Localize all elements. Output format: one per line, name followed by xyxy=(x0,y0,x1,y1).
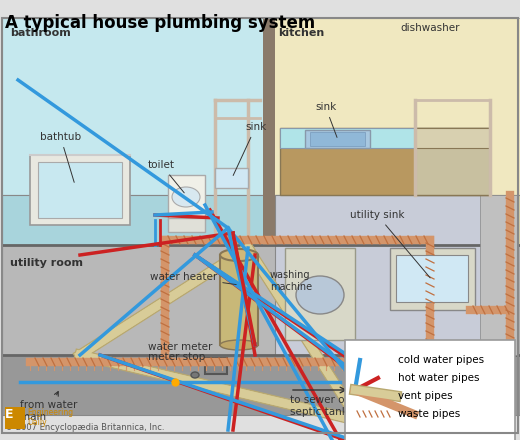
FancyBboxPatch shape xyxy=(345,340,515,440)
Text: waste pipes: waste pipes xyxy=(398,409,460,419)
Text: E: E xyxy=(5,408,14,421)
Text: bathtub: bathtub xyxy=(40,132,81,182)
Ellipse shape xyxy=(220,249,258,261)
Polygon shape xyxy=(280,128,490,195)
Polygon shape xyxy=(2,355,520,415)
Polygon shape xyxy=(265,195,520,245)
Polygon shape xyxy=(390,248,475,310)
FancyBboxPatch shape xyxy=(220,255,258,345)
Text: Engineering
Daily: Engineering Daily xyxy=(27,408,73,427)
Text: © 2007 Encyclopædia Britannica, Inc.: © 2007 Encyclopædia Britannica, Inc. xyxy=(5,423,164,432)
Ellipse shape xyxy=(191,372,199,378)
Text: utility sink: utility sink xyxy=(350,210,430,278)
Polygon shape xyxy=(275,195,490,355)
Polygon shape xyxy=(415,128,490,195)
Ellipse shape xyxy=(296,276,344,314)
Text: to sewer or
septic tank: to sewer or septic tank xyxy=(290,395,349,417)
Polygon shape xyxy=(30,155,130,225)
Polygon shape xyxy=(38,162,122,218)
Polygon shape xyxy=(305,130,370,148)
FancyBboxPatch shape xyxy=(480,195,518,355)
Polygon shape xyxy=(396,255,468,302)
Text: kitchen: kitchen xyxy=(278,28,324,38)
Text: sink: sink xyxy=(233,122,266,176)
Text: dishwasher: dishwasher xyxy=(400,23,460,33)
Text: A typical house plumbing system: A typical house plumbing system xyxy=(5,14,315,32)
Text: utility room: utility room xyxy=(10,258,83,268)
Polygon shape xyxy=(263,18,275,245)
Text: hot water pipes: hot water pipes xyxy=(398,373,479,383)
Text: vent pipes: vent pipes xyxy=(398,391,452,401)
FancyBboxPatch shape xyxy=(5,407,25,429)
Polygon shape xyxy=(280,128,490,148)
Polygon shape xyxy=(265,18,520,195)
Ellipse shape xyxy=(220,340,258,350)
Polygon shape xyxy=(310,132,365,146)
Polygon shape xyxy=(2,18,265,195)
Text: cold water pipes: cold water pipes xyxy=(398,355,484,365)
FancyBboxPatch shape xyxy=(205,358,227,374)
Text: meter stop: meter stop xyxy=(148,352,205,362)
Text: water meter: water meter xyxy=(148,342,212,352)
Text: bathroom: bathroom xyxy=(10,28,71,38)
Polygon shape xyxy=(168,175,205,220)
Ellipse shape xyxy=(172,187,200,207)
Polygon shape xyxy=(2,195,265,245)
Polygon shape xyxy=(215,168,248,188)
Text: water heater: water heater xyxy=(150,272,236,285)
Polygon shape xyxy=(168,218,205,232)
Polygon shape xyxy=(2,245,520,355)
Text: sink: sink xyxy=(315,102,337,137)
Polygon shape xyxy=(415,128,490,148)
Text: washing
machine: washing machine xyxy=(270,270,312,292)
Polygon shape xyxy=(285,248,355,340)
Text: from water
main: from water main xyxy=(20,392,77,422)
Text: toilet: toilet xyxy=(148,160,184,193)
FancyBboxPatch shape xyxy=(2,18,518,433)
Polygon shape xyxy=(480,245,520,355)
